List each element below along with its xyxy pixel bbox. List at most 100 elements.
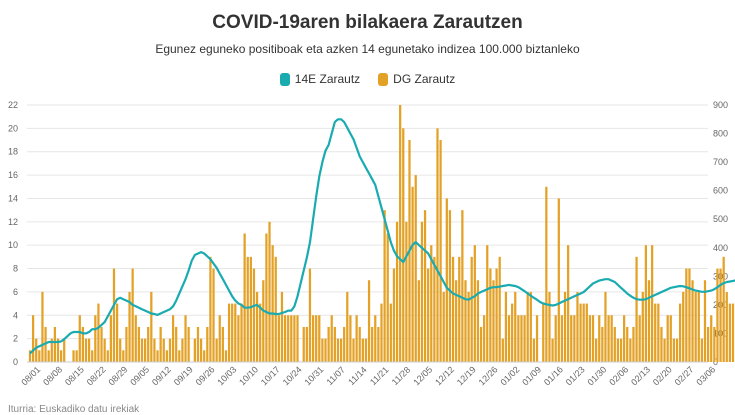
bar (296, 315, 298, 362)
x-tick-label: 12/12 (433, 364, 456, 387)
bar (166, 350, 168, 362)
bar (483, 315, 485, 362)
bar (427, 269, 429, 362)
bar (446, 198, 448, 362)
bar (626, 327, 628, 362)
bar (732, 304, 734, 362)
bar (667, 315, 669, 362)
bar (443, 292, 445, 362)
x-tick-label: 02/20 (651, 364, 674, 387)
bar (368, 280, 370, 362)
bar (231, 304, 233, 362)
bar (113, 269, 115, 362)
bar (601, 327, 603, 362)
bar (688, 269, 690, 362)
bar (527, 292, 529, 362)
bar (156, 350, 158, 362)
bar (396, 222, 398, 362)
bar (455, 280, 457, 362)
x-tick-label: 12/05 (411, 364, 434, 387)
x-tick-label: 03/06 (694, 364, 717, 387)
bar (695, 292, 697, 362)
bar (169, 339, 171, 362)
bar (54, 327, 56, 362)
bar (38, 350, 40, 362)
y-left-tick-label: 16 (8, 170, 18, 180)
bar (203, 350, 205, 362)
bar (679, 304, 681, 362)
bar (321, 339, 323, 362)
y-left-tick-label: 20 (8, 123, 18, 133)
bar (517, 315, 519, 362)
x-tick-label: 10/17 (259, 364, 282, 387)
bar (72, 350, 74, 362)
bar (219, 315, 221, 362)
bar (480, 327, 482, 362)
bar (467, 292, 469, 362)
bar (272, 245, 274, 362)
bar (144, 339, 146, 362)
bar (346, 292, 348, 362)
bar (324, 339, 326, 362)
bar (343, 327, 345, 362)
bar (244, 234, 246, 363)
bar (713, 327, 715, 362)
bar (623, 315, 625, 362)
bar (197, 327, 199, 362)
bar (60, 350, 62, 362)
bar (729, 304, 731, 362)
bar (278, 315, 280, 362)
bar (181, 339, 183, 362)
bar (216, 339, 218, 362)
bar (635, 257, 637, 362)
bar (536, 315, 538, 362)
bar (222, 327, 224, 362)
bar (116, 304, 118, 362)
bar (209, 257, 211, 362)
bar (663, 339, 665, 362)
bar (393, 269, 395, 362)
bar (648, 280, 650, 362)
bar (315, 315, 317, 362)
bar (250, 257, 252, 362)
bar (262, 280, 264, 362)
y-right-tick-label: 500 (713, 214, 728, 224)
bar (726, 292, 728, 362)
bar (670, 315, 672, 362)
y-right-tick-label: 900 (713, 100, 728, 110)
bar (135, 315, 137, 362)
x-tick-label: 08/15 (63, 364, 86, 387)
y-left-tick-label: 18 (8, 147, 18, 157)
bar (110, 315, 112, 362)
bar (41, 292, 43, 362)
x-tick-label: 11/21 (368, 365, 391, 388)
x-tick-label: 01/23 (564, 364, 587, 387)
bar (411, 187, 413, 362)
bar (76, 350, 78, 362)
bar (471, 257, 473, 362)
bar (707, 327, 709, 362)
bar (212, 269, 214, 362)
bar (421, 222, 423, 362)
bar (595, 339, 597, 362)
bar (586, 304, 588, 362)
bar (100, 327, 102, 362)
bar (604, 292, 606, 362)
bar (359, 327, 361, 362)
bar (287, 315, 289, 362)
bar (253, 269, 255, 362)
bar (265, 234, 267, 363)
y-right-tick-label: 700 (713, 157, 728, 167)
bar (589, 315, 591, 362)
bar (567, 245, 569, 362)
bar (561, 315, 563, 362)
y-left-tick-label: 12 (8, 217, 18, 227)
bar (399, 105, 401, 362)
bar (564, 292, 566, 362)
bar (312, 315, 314, 362)
bar (122, 350, 124, 362)
bar (639, 315, 641, 362)
bar (719, 269, 721, 362)
bar (685, 269, 687, 362)
